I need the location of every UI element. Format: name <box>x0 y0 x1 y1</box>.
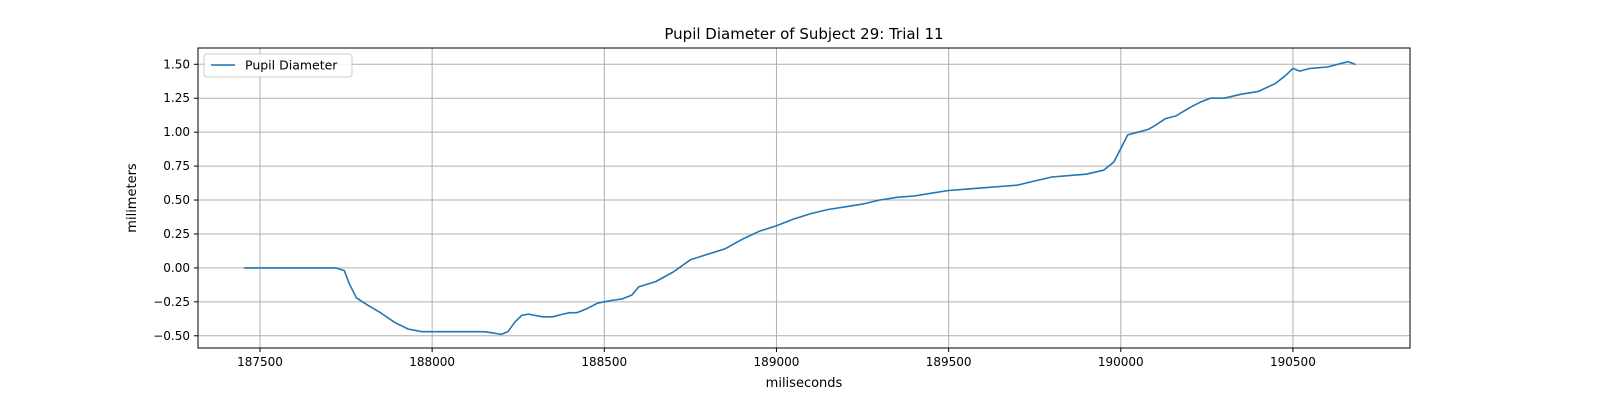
y-tick-label: 0.50 <box>163 193 190 207</box>
y-tick-label: 1.25 <box>163 91 190 105</box>
x-tick-label: 190000 <box>1098 355 1144 369</box>
series-line-pupil-diameter <box>243 60 1356 336</box>
grid-lines <box>198 48 1410 348</box>
x-tick-label: 187500 <box>237 355 283 369</box>
axis-ticks: 187500 188000 188500 189000 189500 190000 1905… <box>153 57 1316 369</box>
y-tick-label: −0.50 <box>153 329 190 343</box>
y-axis-label: milimeters <box>125 163 140 233</box>
x-axis-label: miliseconds <box>766 376 843 391</box>
legend-label: Pupil Diameter <box>245 58 338 73</box>
y-tick-label: −0.25 <box>153 295 190 309</box>
plot-frame <box>197 47 1411 349</box>
legend-box <box>203 53 353 78</box>
chart-title: Pupil Diameter of Subject 29: Trial 11 <box>664 25 943 43</box>
y-tick-label: 0.75 <box>163 159 190 173</box>
x-tick-label: 188500 <box>581 355 627 369</box>
legend: Pupil Diameter <box>203 53 353 78</box>
y-tick-label: 0.00 <box>163 261 190 275</box>
x-tick-label: 190500 <box>1270 355 1316 369</box>
x-tick-label: 189000 <box>754 355 800 369</box>
x-tick-label: 188000 <box>409 355 455 369</box>
series-layer <box>243 60 1356 336</box>
x-tick-label: 189500 <box>926 355 972 369</box>
y-tick-label: 1.50 <box>163 57 190 71</box>
y-tick-label: 1.00 <box>163 125 190 139</box>
y-tick-label: 0.25 <box>163 227 190 241</box>
